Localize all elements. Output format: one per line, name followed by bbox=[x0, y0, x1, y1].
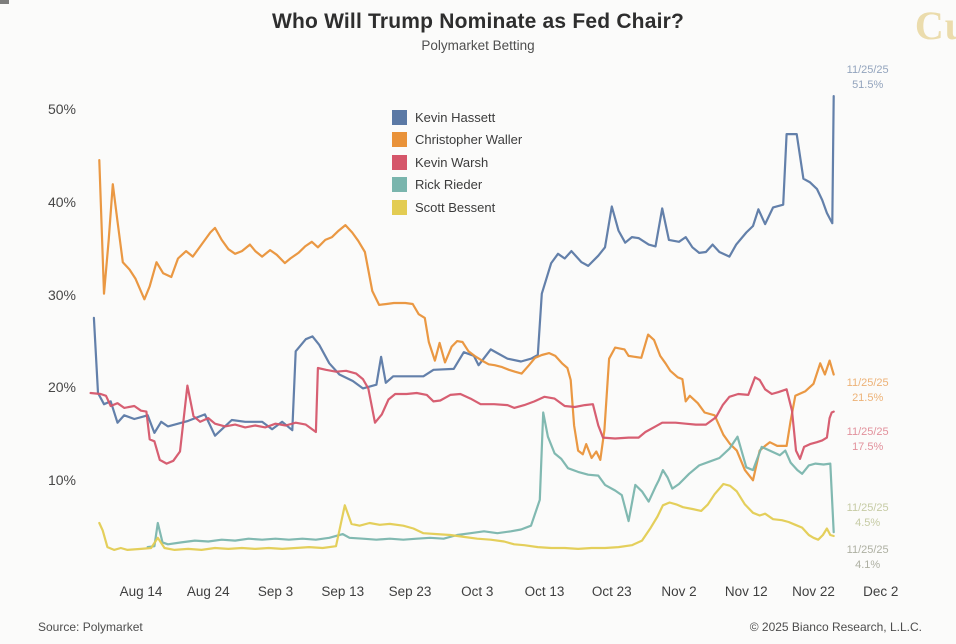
y-axis-label: 50% bbox=[47, 101, 76, 117]
x-axis-label: Aug 14 bbox=[119, 584, 163, 599]
annotation-value: 21.5% bbox=[852, 392, 884, 405]
legend-item: Christopher Waller bbox=[392, 129, 522, 152]
end-annotation: 11/25/25 51.5% bbox=[838, 63, 898, 93]
annotation-date: 11/25/25 bbox=[846, 425, 889, 438]
corner-artifact bbox=[0, 0, 9, 4]
annotation-value: 51.5% bbox=[852, 79, 884, 92]
legend-swatch-icon bbox=[392, 154, 407, 170]
legend-label: Christopher Waller bbox=[415, 132, 523, 148]
annotation-date: 11/25/25 bbox=[846, 543, 889, 556]
annotation-value: 4.5% bbox=[855, 517, 881, 530]
legend-swatch-icon bbox=[392, 132, 407, 148]
series-line-christopher-waller bbox=[98, 159, 835, 482]
legend-swatch-icon bbox=[392, 177, 407, 193]
legend-swatch-icon bbox=[392, 199, 407, 215]
x-axis-label: Sep 23 bbox=[388, 584, 432, 599]
y-axis-label: 10% bbox=[47, 472, 76, 489]
x-axis-label: Nov 2 bbox=[661, 584, 697, 599]
logo-watermark: Cu bbox=[914, 3, 956, 48]
page-title: Who Will Trump Nominate as Fed Chair? bbox=[271, 10, 685, 33]
x-axis-label: Nov 12 bbox=[724, 584, 768, 599]
annotation-date: 11/25/25 bbox=[846, 502, 889, 515]
legend-label: Rick Rieder bbox=[415, 177, 483, 193]
legend-item: Rick Rieder bbox=[392, 174, 522, 197]
end-annotation: 11/25/25 4.5% bbox=[838, 501, 898, 531]
series-line-scott-bessent bbox=[98, 482, 835, 552]
annotation-date: 11/25/25 bbox=[846, 64, 889, 77]
legend-label: Kevin Warsh bbox=[415, 154, 489, 170]
end-annotation: 11/25/25 17.5% bbox=[838, 425, 898, 455]
copyright-label: © 2025 Bianco Research, L.L.C. bbox=[749, 620, 922, 634]
y-axis-label: 20% bbox=[47, 379, 76, 396]
series-line-rick-rieder bbox=[146, 411, 835, 549]
legend-label: Kevin Hassett bbox=[415, 109, 496, 125]
x-axis-label: Oct 13 bbox=[524, 584, 565, 599]
legend-label: Scott Bessent bbox=[415, 199, 496, 215]
x-axis-label: Sep 3 bbox=[257, 584, 294, 599]
y-axis-label: 40% bbox=[47, 193, 76, 210]
x-axis-label: Oct 23 bbox=[591, 584, 632, 599]
series-line-kevin-warsh bbox=[89, 366, 835, 465]
annotation-value: 4.1% bbox=[855, 558, 881, 571]
annotation-value: 17.5% bbox=[852, 440, 884, 453]
x-axis-label: Oct 3 bbox=[461, 584, 494, 599]
end-annotation: 11/25/25 4.1% bbox=[838, 543, 898, 573]
x-axis-label: Dec 2 bbox=[863, 584, 899, 599]
source-label: Source: Polymarket bbox=[38, 620, 143, 634]
legend-item: Scott Bessent bbox=[392, 196, 522, 219]
legend-swatch-icon bbox=[392, 109, 407, 125]
legend-item: Kevin Warsh bbox=[392, 151, 522, 174]
legend: Kevin Hassett Christopher Waller Kevin War… bbox=[392, 106, 522, 219]
page-subtitle: Polymarket Betting bbox=[421, 38, 535, 53]
x-axis-label: Nov 22 bbox=[792, 584, 835, 599]
legend-item: Kevin Hassett bbox=[392, 106, 522, 129]
x-axis-label: Sep 13 bbox=[321, 584, 365, 599]
series-line-kevin-hassett bbox=[92, 94, 835, 437]
annotation-date: 11/25/25 bbox=[846, 377, 889, 390]
x-axis-label: Aug 24 bbox=[186, 584, 230, 599]
y-axis-label: 30% bbox=[47, 286, 76, 303]
end-annotation: 11/25/25 21.5% bbox=[838, 376, 898, 406]
